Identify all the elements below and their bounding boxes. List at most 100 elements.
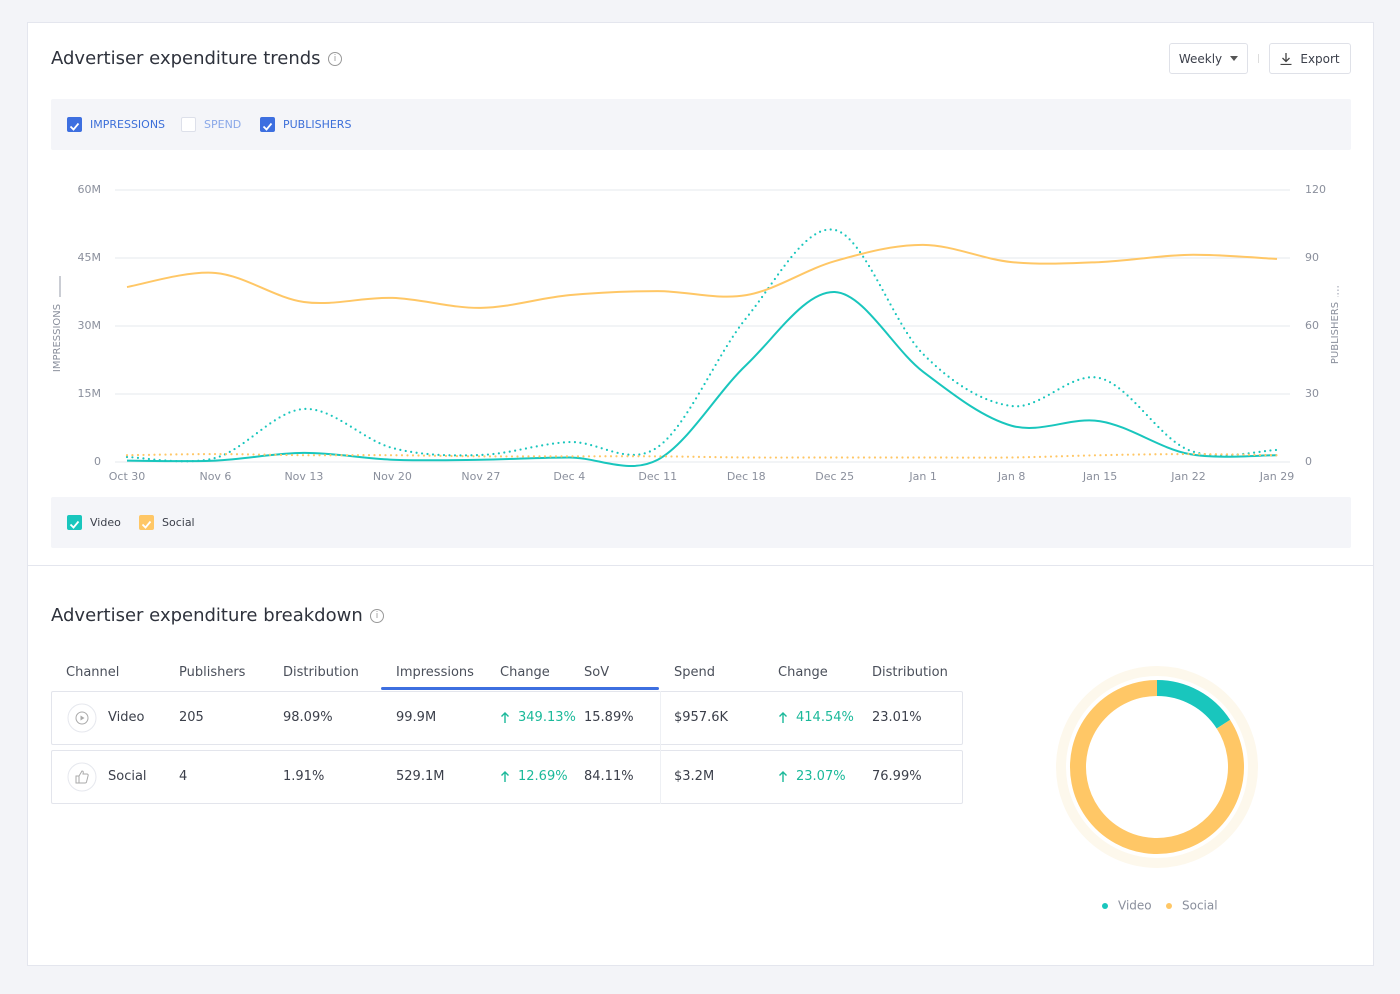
- download-icon: [1280, 52, 1292, 65]
- check-mark: [141, 520, 152, 529]
- x-tick-label: Jan 15: [1082, 470, 1117, 483]
- donut-halo: [1056, 666, 1258, 868]
- legend-dot: [1102, 903, 1108, 909]
- table-cell: 84.11%: [584, 769, 634, 784]
- channel-icon: [67, 703, 97, 733]
- column-header: Change: [500, 665, 550, 680]
- donut-segment: [1156, 680, 1231, 729]
- breakdown-title: Advertiser expenditure breakdown: [51, 605, 363, 626]
- legend-label: Video: [90, 516, 121, 529]
- change-cell: 349.13%: [518, 710, 576, 725]
- y-tick-label: 15M: [78, 387, 102, 400]
- table-cell: 99.9M: [396, 710, 437, 725]
- impressions-line: [126, 243, 1278, 309]
- export-label: Export: [1300, 51, 1340, 66]
- legend-bar: Video Social: [51, 497, 1351, 548]
- column-header: Distribution: [283, 665, 359, 680]
- period-select[interactable]: Weekly: [1169, 43, 1248, 74]
- column-header: Distribution: [872, 665, 948, 680]
- up-arrow: [779, 712, 787, 723]
- info-icon[interactable]: i: [370, 609, 384, 623]
- publishers-line: [125, 228, 1279, 463]
- up-arrow: [779, 771, 787, 782]
- period-label: Weekly: [1178, 51, 1223, 66]
- donut-chart: Video Social: [1056, 666, 1258, 913]
- y2-tick-label: 120: [1305, 183, 1326, 196]
- checkbox[interactable]: [181, 117, 196, 132]
- x-tick-label: Dec 25: [815, 470, 854, 483]
- change-cell: 12.69%: [518, 769, 568, 784]
- publishers-line: [125, 452, 1279, 459]
- x-tick-label: Jan 22: [1170, 470, 1205, 483]
- trends-title: Advertiser expenditure trends: [51, 48, 321, 69]
- column-header: Impressions: [396, 665, 474, 680]
- x-tick-label: Jan 8: [997, 470, 1025, 483]
- divider: [27, 565, 1374, 566]
- table-cell: 76.99%: [872, 769, 922, 784]
- table-cell: 98.09%: [283, 710, 333, 725]
- y2-tick-label: 0: [1305, 455, 1312, 468]
- table-row: [51, 750, 963, 804]
- column-header: Channel: [66, 665, 120, 680]
- x-tick-label: Nov 13: [284, 470, 323, 483]
- checkbox[interactable]: [260, 117, 275, 132]
- info-icon[interactable]: i: [328, 52, 342, 66]
- column-header: Change: [778, 665, 828, 680]
- checkbox[interactable]: [67, 515, 82, 530]
- legend-label: Social: [1182, 899, 1218, 913]
- card: [27, 22, 1374, 966]
- column-header: Publishers: [179, 665, 246, 680]
- table-row: [51, 691, 963, 745]
- table-cell: $3.2M: [674, 769, 715, 784]
- legend-dot: [1166, 903, 1172, 909]
- legend-label: Social: [162, 516, 195, 529]
- caret: [1230, 56, 1239, 61]
- impressions-line: [126, 290, 1278, 468]
- trend-chart: 0 15M 30M 45M 60M 0 30 60 90 120 Oct 30 Nov 6 Nov 13…: [52, 183, 1341, 483]
- table-cell: 1.91%: [283, 769, 325, 784]
- table-cell: Social: [108, 769, 147, 784]
- donut-segment: [1070, 680, 1244, 854]
- x-tick-label: Nov 20: [373, 470, 412, 483]
- legend-label: Video: [1118, 899, 1152, 913]
- table-cell: Video: [108, 710, 145, 725]
- column-header: Spend: [674, 665, 715, 680]
- column-divider: [660, 691, 661, 804]
- table-cell: 4: [179, 769, 188, 784]
- channel-icon: [67, 762, 97, 792]
- x-tick-label: Jan 29: [1259, 470, 1294, 483]
- y-axis-label: IMPRESSIONS: [52, 304, 63, 372]
- metric-bar: IMPRESSIONS SPEND PUBLISHERS: [51, 99, 1351, 150]
- y-tick-label: 30M: [78, 319, 102, 332]
- y-tick-label: 45M: [78, 251, 102, 264]
- x-tick-label: Dec 11: [638, 470, 677, 483]
- y-tick-label: 0: [94, 455, 101, 468]
- x-tick-label: Dec 18: [727, 470, 766, 483]
- x-tick-label: Oct 30: [109, 470, 146, 483]
- table-cell: $957.6K: [674, 710, 729, 725]
- y2-tick-label: 30: [1305, 387, 1319, 400]
- y2-tick-label: 60: [1305, 319, 1319, 332]
- up-arrow: [501, 712, 509, 723]
- metric-label: IMPRESSIONS: [90, 118, 166, 131]
- up-arrow: [501, 771, 509, 782]
- table-cell: 23.01%: [872, 710, 922, 725]
- separator: [1258, 54, 1259, 63]
- column-header: SoV: [584, 665, 610, 680]
- table-cell: 529.1M: [396, 769, 445, 784]
- checkbox[interactable]: [67, 117, 82, 132]
- x-tick-label: Nov 6: [199, 470, 231, 483]
- x-tick-label: Jan 1: [908, 470, 936, 483]
- change-cell: 414.54%: [796, 710, 854, 725]
- checkbox[interactable]: [139, 515, 154, 530]
- y-tick-label: 60M: [78, 183, 102, 196]
- metric-label: PUBLISHERS: [283, 118, 352, 131]
- check-mark: [69, 520, 80, 529]
- table-cell: 15.89%: [584, 710, 634, 725]
- y2-tick-label: 90: [1305, 251, 1319, 264]
- export-button[interactable]: Export: [1269, 43, 1351, 74]
- check-mark: [69, 122, 80, 131]
- metric-label: SPEND: [204, 118, 242, 131]
- table-cell: 205: [179, 710, 204, 725]
